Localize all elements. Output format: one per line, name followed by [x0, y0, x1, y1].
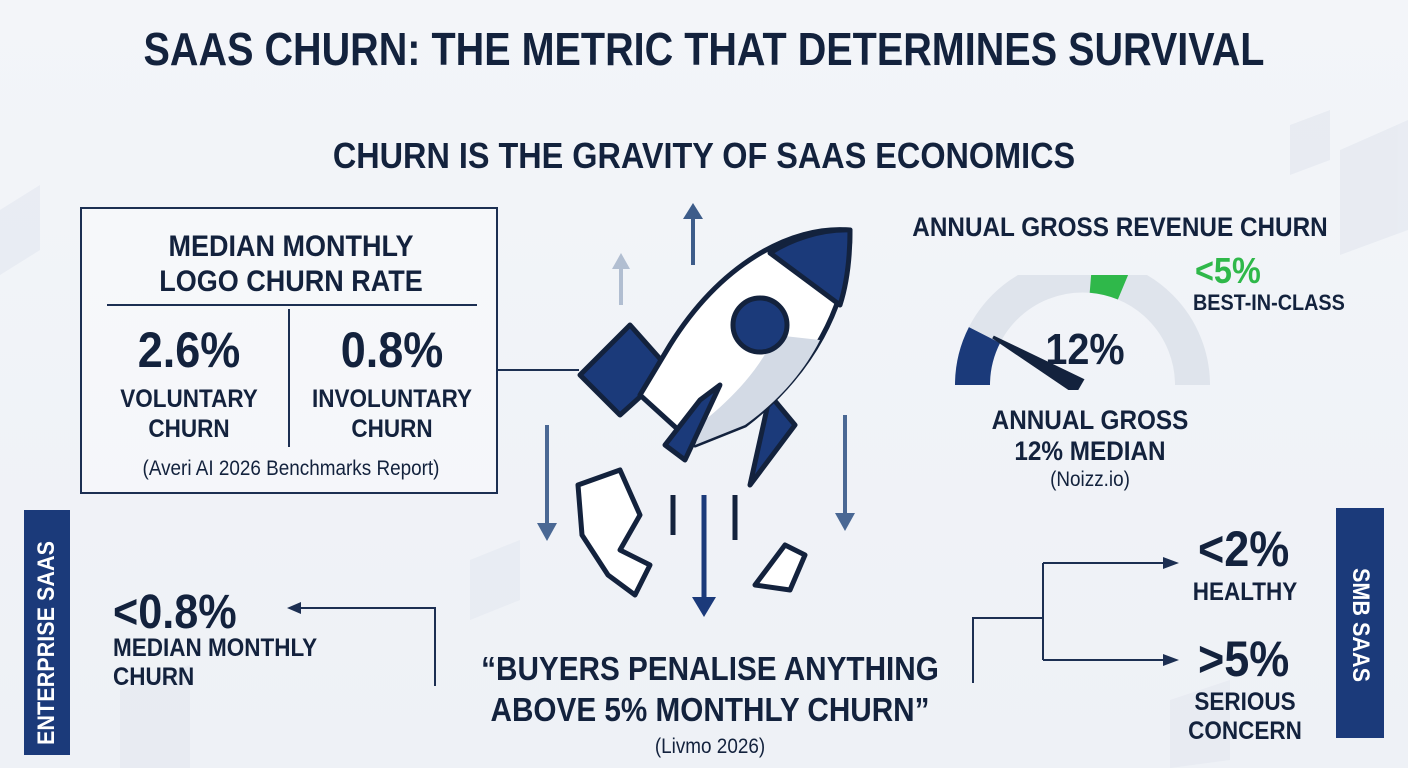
arrow-down-icon [692, 495, 716, 617]
monthly-churn-box: MEDIAN MONTHLY LOGO CHURN RATE 2.6% VOLU… [80, 207, 498, 494]
gauge-best-in-class-segment [1089, 275, 1129, 300]
best-in-class-label: BEST-IN-CLASS [1193, 290, 1345, 315]
enterprise-label-line1: MEDIAN MONTHLY [113, 634, 318, 662]
enterprise-label-line2: CHURN [113, 663, 195, 691]
gauge-caption-line2: 12% MEDIAN [1014, 436, 1166, 466]
quote-source: (Livmo 2026) [654, 735, 766, 758]
gauge-median-fill [955, 327, 1001, 386]
smb-concern-label-line2: CONCERN [1188, 717, 1302, 745]
connector-quote-smb [972, 557, 1179, 683]
monthly-churn-title-line2: LOGO CHURN RATE [159, 265, 423, 298]
rocket-center-fin [662, 382, 723, 463]
monthly-churn-title-line1: MEDIAN MONTHLY [168, 230, 414, 263]
box-divider-vertical [288, 309, 290, 447]
rocket-right-fin [747, 392, 798, 488]
smb-healthy-group: <2% HEALTHY [1180, 520, 1310, 607]
smb-concern-value: >5% [1198, 631, 1290, 687]
involuntary-churn-value: 0.8% [340, 322, 444, 378]
gauge-track [955, 275, 1210, 386]
gauge-caption: ANNUAL GROSS 12% MEDIAN [973, 405, 1207, 467]
voluntary-churn-label: VOLUNTARY CHURN [99, 384, 279, 444]
debris-icon [575, 467, 653, 598]
voluntary-label-line1: VOLUNTARY [120, 385, 258, 413]
involuntary-label-line2: CHURN [351, 415, 433, 443]
monthly-churn-source: (Averi AI 2026 Benchmarks Report) [142, 457, 440, 480]
monthly-churn-title: MEDIAN MONTHLY LOGO CHURN RATE [103, 229, 479, 299]
enterprise-banner-label: ENTERPRISE SAAS [33, 540, 60, 745]
enterprise-churn-label: MEDIAN MONTHLY CHURN [113, 634, 317, 692]
arrow-down-icon [835, 415, 855, 531]
rocket-illustration [537, 203, 855, 617]
smb-healthy-label: HEALTHY [1192, 578, 1298, 606]
enterprise-banner: ENTERPRISE SAAS [24, 510, 70, 755]
voluntary-churn-value: 2.6% [137, 322, 241, 378]
rocket-left-fin [577, 322, 673, 418]
smb-banner: SMB SAAS [1336, 508, 1384, 738]
rocket-nose [767, 227, 853, 308]
involuntary-churn-label: INVOLUNTARY CHURN [302, 384, 482, 444]
quote-line2: ABOVE 5% MONTHLY CHURN” [490, 691, 930, 728]
arrow-down-icon [537, 425, 557, 541]
page-title: SAAS CHURN: THE METRIC THAT DETERMINES S… [143, 23, 1265, 75]
gauge-title: ANNUAL GROSS REVENUE CHURN [912, 212, 1328, 242]
gauge-value: 12% [1045, 325, 1125, 374]
smb-concern-label-line1: SERIOUS [1194, 688, 1296, 716]
rocket-window [730, 295, 790, 355]
smb-healthy-value: <2% [1198, 521, 1290, 577]
quote-line1: “BUYERS PENALISE ANYTHING [481, 650, 939, 687]
connector-quote-enterprise [287, 602, 436, 686]
smb-concern-group: >5% SERIOUS CONCERN [1180, 630, 1310, 746]
gauge-caption-line1: ANNUAL GROSS [991, 405, 1189, 435]
arrow-up-icon [612, 253, 630, 305]
involuntary-label-line1: INVOLUNTARY [311, 385, 473, 413]
revenue-churn-gauge [955, 275, 1210, 390]
box-divider-horizontal [107, 304, 477, 306]
buyers-quote: “BUYERS PENALISE ANYTHING ABOVE 5% MONTH… [467, 648, 953, 730]
page-subtitle: CHURN IS THE GRAVITY OF SAAS ECONOMICS [332, 135, 1076, 176]
enterprise-churn-value: <0.8% [113, 586, 237, 639]
arrow-up-icon [683, 203, 703, 265]
rocket-shadow [695, 335, 820, 445]
debris-icon [752, 542, 808, 593]
connector-left-box [497, 369, 579, 371]
best-in-class-value: <5% [1195, 250, 1261, 291]
gauge-needle-icon [992, 335, 1085, 390]
voluntary-label-line2: CHURN [148, 415, 230, 443]
gauge-source: (Noizz.io) [1050, 468, 1130, 491]
smb-concern-label: SERIOUS CONCERN [1187, 688, 1304, 746]
smb-banner-label: SMB SAAS [1347, 568, 1374, 683]
